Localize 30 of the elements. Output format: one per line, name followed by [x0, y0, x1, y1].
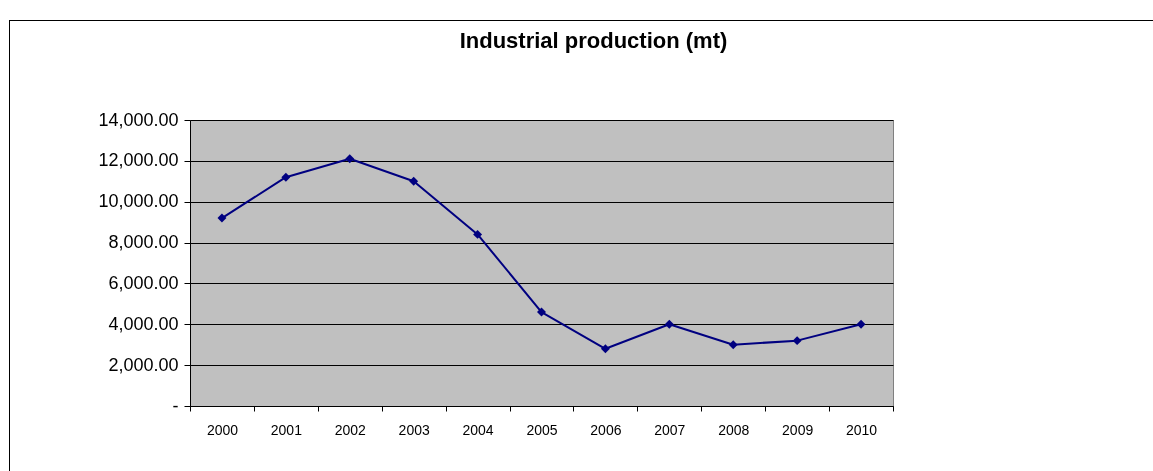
- point: [856, 319, 866, 329]
- point: [792, 336, 802, 346]
- y-tick-label: 6,000.00: [108, 272, 179, 293]
- x-tick-label: 2000: [206, 421, 239, 438]
- x-tick-label: 2008: [718, 421, 750, 438]
- x-tick-label: 2003: [398, 421, 430, 438]
- x-tick-label: 2009: [782, 421, 814, 438]
- point: [217, 213, 227, 223]
- x-tick-label: 2001: [270, 421, 303, 438]
- point: [664, 319, 674, 329]
- x-tick-label: 2007: [654, 421, 686, 438]
- point: [409, 176, 419, 186]
- x-tick-label: 2005: [526, 421, 558, 438]
- point: [473, 229, 483, 239]
- y-tick-label: 12,000.00: [98, 150, 179, 171]
- x-tick-label: 2010: [845, 421, 878, 438]
- point: [345, 154, 355, 164]
- chart-title: Industrial production (mt): [459, 28, 728, 53]
- y-tick-label: 4,000.00: [108, 313, 179, 334]
- x-tick-label: 2002: [334, 421, 367, 438]
- x-tick-label: 2006: [590, 421, 622, 438]
- point: [281, 172, 291, 182]
- y-tick-label: 14,000.00: [98, 109, 179, 130]
- y-tick-label: -: [172, 395, 179, 416]
- y-tick-label: 10,000.00: [98, 191, 179, 212]
- y-tick-label: 8,000.00: [108, 232, 179, 253]
- y-tick-label: 2,000.00: [108, 354, 179, 375]
- point: [728, 340, 738, 350]
- x-tick-label: 2004: [462, 421, 494, 438]
- point: [600, 344, 610, 354]
